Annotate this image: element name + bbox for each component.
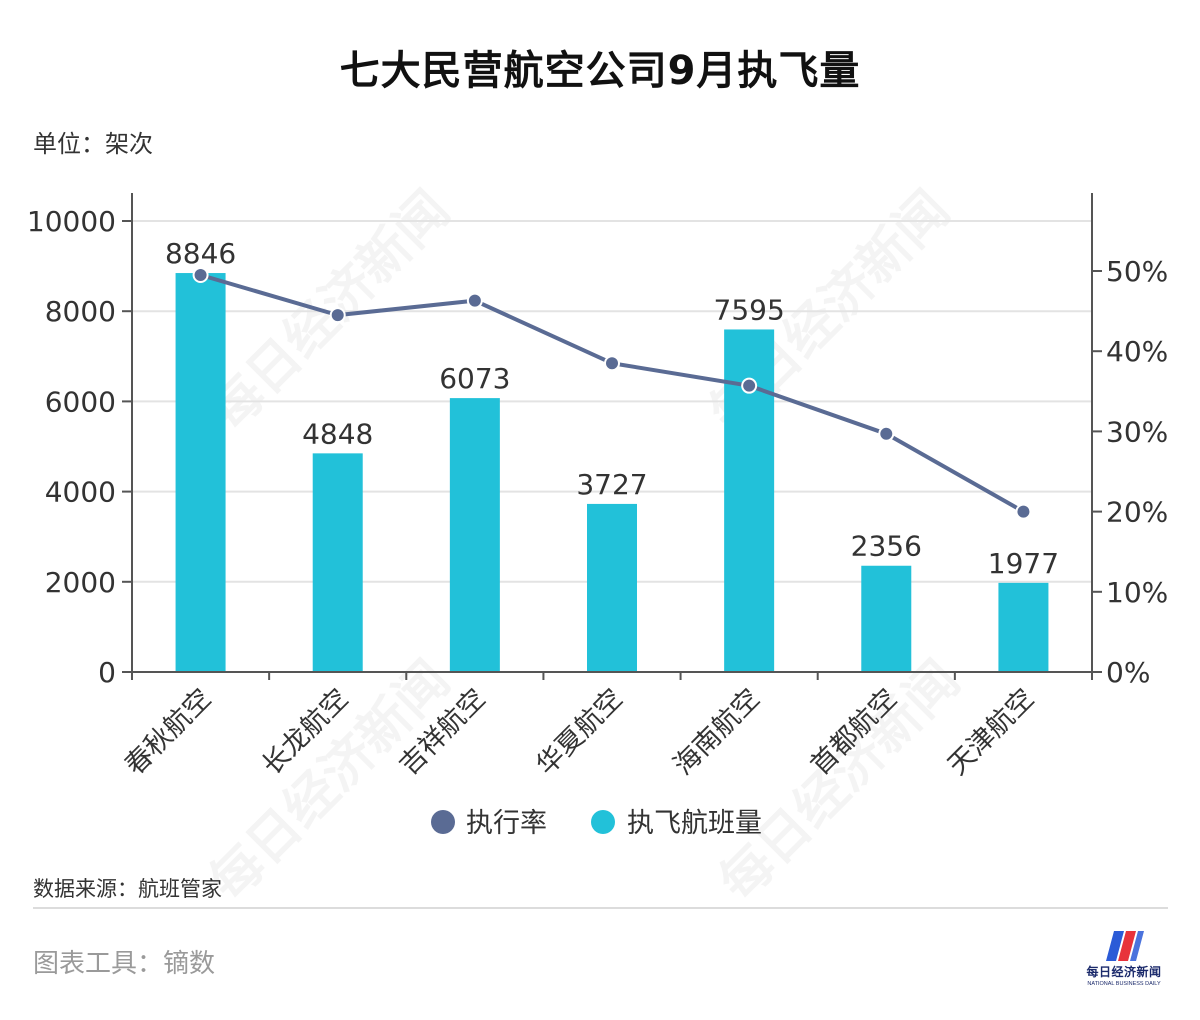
category-label: 海南航空 — [668, 683, 766, 781]
rate-point — [192, 267, 209, 284]
right-tick-label: 0% — [1106, 656, 1150, 689]
rate-point — [604, 355, 620, 372]
left-tick-label: 2000 — [45, 566, 116, 599]
logo-mark-icon — [1106, 931, 1144, 961]
bar — [861, 565, 912, 672]
bar — [998, 582, 1049, 672]
footer-divider — [33, 907, 1168, 909]
category-label: 天津航空 — [942, 683, 1040, 781]
legend-marker-rate — [431, 810, 455, 834]
combo-chart: 0 2000 4000 6000 8000 10000 0% 10% 20% 30% 40% 50% 8… — [27, 193, 1168, 839]
bar — [449, 398, 500, 672]
legend-label-rate: 执行率 — [466, 808, 547, 839]
right-tick-label: 40% — [1106, 335, 1168, 368]
category-label: 长龙航空 — [256, 683, 354, 781]
rate-point — [466, 292, 483, 309]
right-tick-label: 10% — [1106, 576, 1168, 609]
legend-marker-flights — [591, 810, 615, 834]
rate-point — [741, 377, 758, 394]
left-tick-label: 10000 — [27, 205, 116, 238]
rate-point — [329, 307, 346, 324]
bar-value-label: 4848 — [302, 417, 373, 450]
bar-value-label: 7595 — [714, 293, 785, 326]
category-label: 首都航空 — [805, 683, 903, 781]
right-tick-label: 30% — [1106, 415, 1168, 448]
left-tick-label: 4000 — [45, 476, 116, 509]
tool-label: 图表工具：镝数 — [33, 949, 216, 979]
bar-value-label: 2356 — [851, 530, 922, 563]
bar-value-label: 3727 — [576, 468, 647, 501]
unit-label: 单位：架次 — [33, 130, 153, 158]
bar-value-label: 1977 — [988, 547, 1059, 580]
source-label: 数据来源：航班管家 — [33, 877, 222, 901]
right-tick-label: 50% — [1106, 255, 1168, 288]
category-label: 吉祥航空 — [394, 683, 492, 781]
bar — [175, 273, 226, 672]
category-label: 春秋航空 — [119, 683, 217, 781]
bar — [587, 503, 637, 672]
left-tick-label: 8000 — [45, 295, 116, 328]
category-label: 华夏航空 — [531, 683, 629, 781]
logo-name: 每日经济新闻 — [1086, 965, 1162, 979]
bar — [312, 453, 363, 672]
logo-subtitle: NATIONAL BUSINESS DAILY — [1087, 981, 1161, 987]
bar-value-label: 8846 — [165, 237, 236, 270]
right-tick-label: 20% — [1106, 496, 1168, 529]
publisher-logo: 每日经济新闻 NATIONAL BUSINESS DAILY — [1078, 925, 1170, 995]
left-tick-label: 6000 — [45, 385, 116, 418]
rate-point — [878, 425, 895, 442]
left-tick-label: 0 — [98, 656, 116, 689]
bar-value-label: 6073 — [439, 362, 510, 395]
rate-point — [1015, 503, 1032, 520]
legend-label-flights: 执飞航班量 — [627, 808, 762, 839]
chart-title: 七大民营航空公司9月执飞量 — [339, 48, 861, 94]
